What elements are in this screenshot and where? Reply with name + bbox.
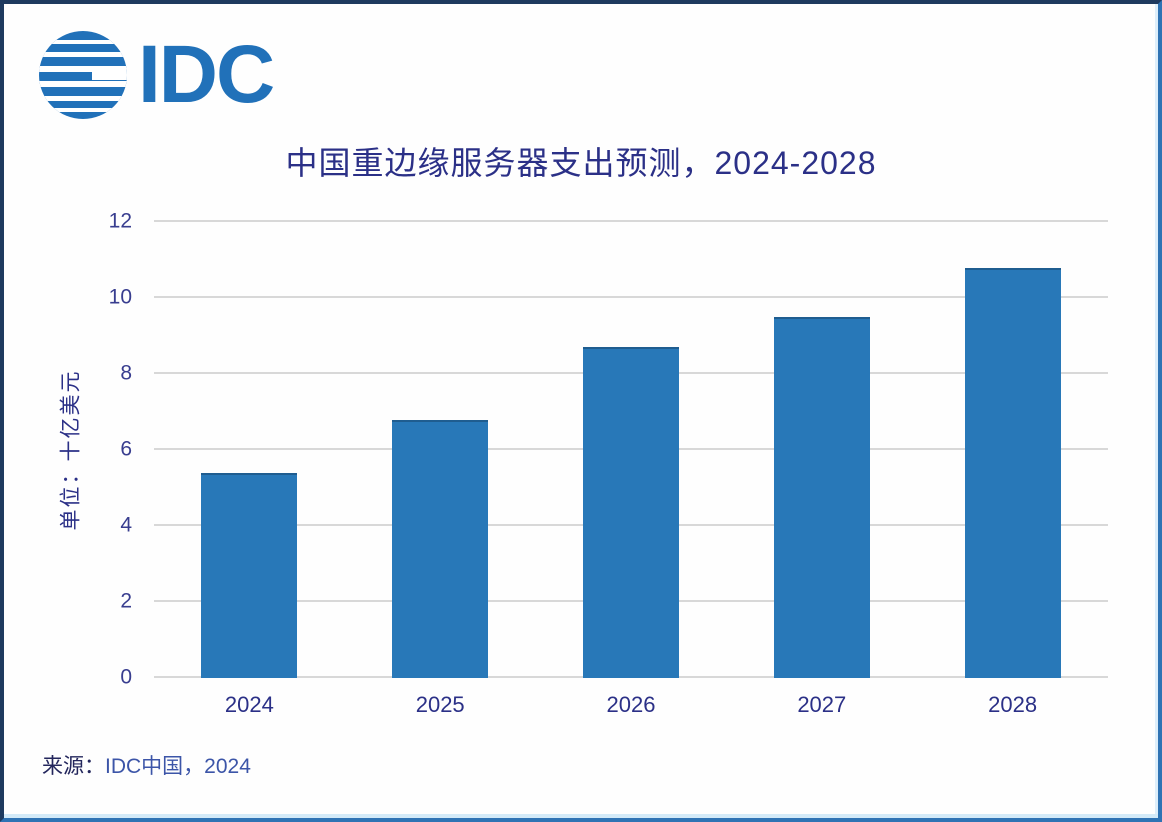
x-axis-labels: 2024 2025 2026 2027 2028 [154,692,1108,718]
source-value: IDC中国，2024 [105,755,251,778]
bar-slot-2025 [345,222,536,678]
y-tick-label: 2 [120,589,132,613]
y-axis-title-text: 单位：十亿美元 [59,369,82,531]
bars-container [154,222,1108,678]
bar-slot-2024 [154,222,345,678]
source-line: 来源：IDC中国，2024 [42,750,251,780]
gridline-y10: 10 [109,286,1108,309]
bar-2027 [773,317,870,678]
y-tick-label: 8 [120,361,132,385]
y-tick-label: 0 [120,665,132,689]
x-tick-label-2024: 2024 [224,692,274,717]
striped-globe-icon [39,31,127,119]
bar-2026 [582,347,679,678]
source-label: 来源： [42,755,105,778]
bar-chart-plot-area: 12 10 8 6 4 2 0 2024 2025 2026 2027 2028 [109,210,1108,717]
x-tick-label-2025: 2025 [415,692,465,717]
y-tick-label: 6 [120,437,132,461]
y-tick-label: 12 [108,209,132,233]
bar-slot-2028 [917,222,1108,678]
x-tick-label-2028: 2028 [988,692,1038,717]
bar-slot-2026 [536,222,727,678]
y-tick-label: 4 [120,513,132,537]
idc-logo-text: IDC [138,29,275,120]
chart-title: 中国重边缘服务器支出预测，2024-2028 [285,145,877,181]
bar-2025 [392,419,489,678]
bar-slot-2027 [726,222,917,678]
bar-2028 [964,267,1061,678]
bar-2024 [201,472,298,678]
gridline-y12: 12 [109,210,1108,233]
idc-logo: IDC [38,29,275,120]
x-tick-label-2027: 2027 [797,692,847,717]
y-axis-title: 单位：十亿美元 [56,222,82,678]
x-tick-label-2026: 2026 [606,692,656,717]
y-tick-label: 10 [108,285,132,309]
